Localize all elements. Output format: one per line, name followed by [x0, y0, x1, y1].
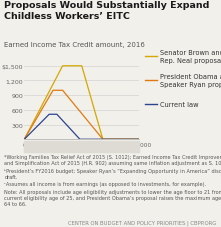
Text: *Working Families Tax Relief Act of 2015 (S. 1012); Earned Income Tax Credit Imp: *Working Families Tax Relief Act of 2015… [4, 154, 221, 165]
Text: Recipient’s pre-tax incomeᶜ: Recipient’s pre-tax incomeᶜ [36, 144, 128, 150]
Text: Current law: Current law [160, 101, 198, 107]
Text: Earned Income Tax Credit amount, 2016: Earned Income Tax Credit amount, 2016 [4, 42, 145, 48]
Text: CENTER ON BUDGET AND POLICY PRIORITIES | CBPP.ORG: CENTER ON BUDGET AND POLICY PRIORITIES |… [68, 220, 217, 225]
Text: ᵇPresident’s FY2016 budget; Speaker Ryan’s “Expanding Opportunity in America” di: ᵇPresident’s FY2016 budget; Speaker Ryan… [4, 168, 221, 179]
Text: Proposals Would Substantially Expand
Childless Workers’ EITC: Proposals Would Substantially Expand Chi… [4, 1, 210, 21]
Text: President Obama and
Speaker Ryan proposalsᵇ: President Obama and Speaker Ryan proposa… [160, 73, 221, 88]
Text: Senator Brown and
Rep. Neal proposalsᵃ: Senator Brown and Rep. Neal proposalsᵃ [160, 50, 221, 63]
Text: Note: All proposals include age eligibility adjustments to lower the age floor t: Note: All proposals include age eligibil… [4, 189, 221, 206]
Text: ᶜAssumes all income is from earnings (as opposed to investments, for example).: ᶜAssumes all income is from earnings (as… [4, 182, 207, 187]
